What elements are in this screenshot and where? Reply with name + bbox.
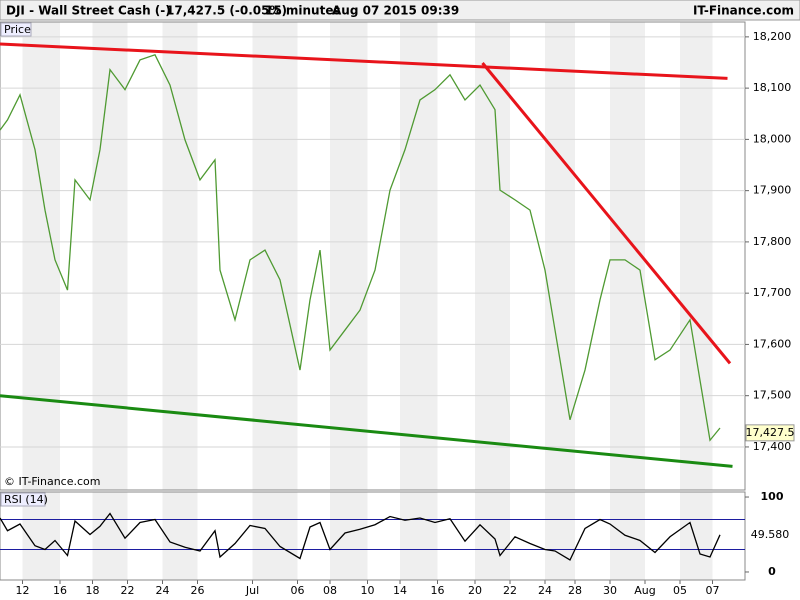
- day-stripe: [400, 492, 438, 580]
- last-value-label: 17,427.5: [746, 426, 795, 439]
- x-tick-label: 20: [468, 584, 482, 597]
- x-tick-label: 14: [393, 584, 407, 597]
- y-tick-label: 18,000: [753, 132, 792, 145]
- x-tick-label: 22: [121, 584, 135, 597]
- x-tick-label: 16: [431, 584, 445, 597]
- panel-frame: [0, 21, 746, 491]
- day-stripe: [330, 492, 368, 580]
- y-tick-label: 18,200: [753, 30, 792, 43]
- x-tick-label: 08: [323, 584, 337, 597]
- symbol: DJI - Wall Street Cash (-): [6, 4, 171, 18]
- day-stripe: [545, 492, 575, 580]
- y-tick-label: 17,500: [753, 389, 792, 402]
- last-value-box: [745, 424, 795, 442]
- day-stripe: [162, 22, 198, 490]
- series-line: [0, 54, 721, 442]
- day-stripe: [162, 492, 198, 580]
- y-tick-label: 17,800: [753, 235, 792, 248]
- panel-frame: [0, 491, 746, 581]
- interval: 15 minutes: [265, 4, 341, 18]
- day-stripe: [252, 22, 298, 490]
- x-tick-label: Jul: [245, 584, 259, 597]
- datetime: Aug 07 2015 09:39: [332, 4, 459, 18]
- x-tick-label: 05: [673, 584, 687, 597]
- x-tick-label: 12: [16, 584, 30, 597]
- day-stripe: [252, 492, 298, 580]
- day-stripe: [680, 492, 713, 580]
- day-stripe: [610, 22, 645, 490]
- day-stripe: [475, 22, 510, 490]
- x-tick-label: Aug: [634, 584, 655, 597]
- y-tick-label: 100: [761, 490, 784, 503]
- x-tick-label: 18: [86, 584, 100, 597]
- panel-title-box: [0, 492, 46, 507]
- y-tick-label: 0: [768, 565, 776, 578]
- x-tick-label: 24: [538, 584, 552, 597]
- header-bar: [0, 0, 800, 21]
- y-tick-label: 17,900: [753, 184, 792, 197]
- y-tick-label: 17,600: [753, 337, 792, 350]
- x-tick-label: 06: [291, 584, 305, 597]
- x-tick-label: 24: [156, 584, 170, 597]
- x-tick-label: 30: [603, 584, 617, 597]
- plots: 12 16 18 22 24 26 Jul 06 08 10 14 16 20 22 24 28 30 Aug 05…: [0, 21, 795, 597]
- trendline: [0, 42, 728, 80]
- quote: 17,427.5 (-0.05%): [166, 4, 287, 18]
- y-tick-label: 17,700: [753, 286, 792, 299]
- day-stripe: [680, 22, 713, 490]
- y-tick-label: 18,100: [753, 81, 792, 94]
- x-tick-label: 22: [503, 584, 517, 597]
- brand: IT-Finance.com: [693, 4, 794, 18]
- x-tick-label: 28: [568, 584, 582, 597]
- panel-title: RSI (14): [4, 493, 48, 506]
- last-value-box: [746, 526, 794, 543]
- panel-title-box: [0, 22, 32, 37]
- trendline: [481, 62, 732, 365]
- day-stripe: [545, 22, 575, 490]
- day-stripe: [330, 22, 368, 490]
- x-tick-label: 07: [706, 584, 720, 597]
- x-tick-label: 16: [53, 584, 67, 597]
- day-stripe: [92, 492, 128, 580]
- panel-title: Price: [4, 23, 31, 36]
- x-tick-label: 10: [361, 584, 375, 597]
- day-stripe: [92, 22, 128, 490]
- series-line: [0, 512, 721, 561]
- last-value-label: 49.580: [751, 528, 790, 541]
- y-tick-label: 17,400: [753, 440, 792, 453]
- x-tick-label: 26: [191, 584, 205, 597]
- trendline: [0, 394, 733, 468]
- credit: © IT-Finance.com: [4, 475, 101, 488]
- day-stripe: [400, 22, 438, 490]
